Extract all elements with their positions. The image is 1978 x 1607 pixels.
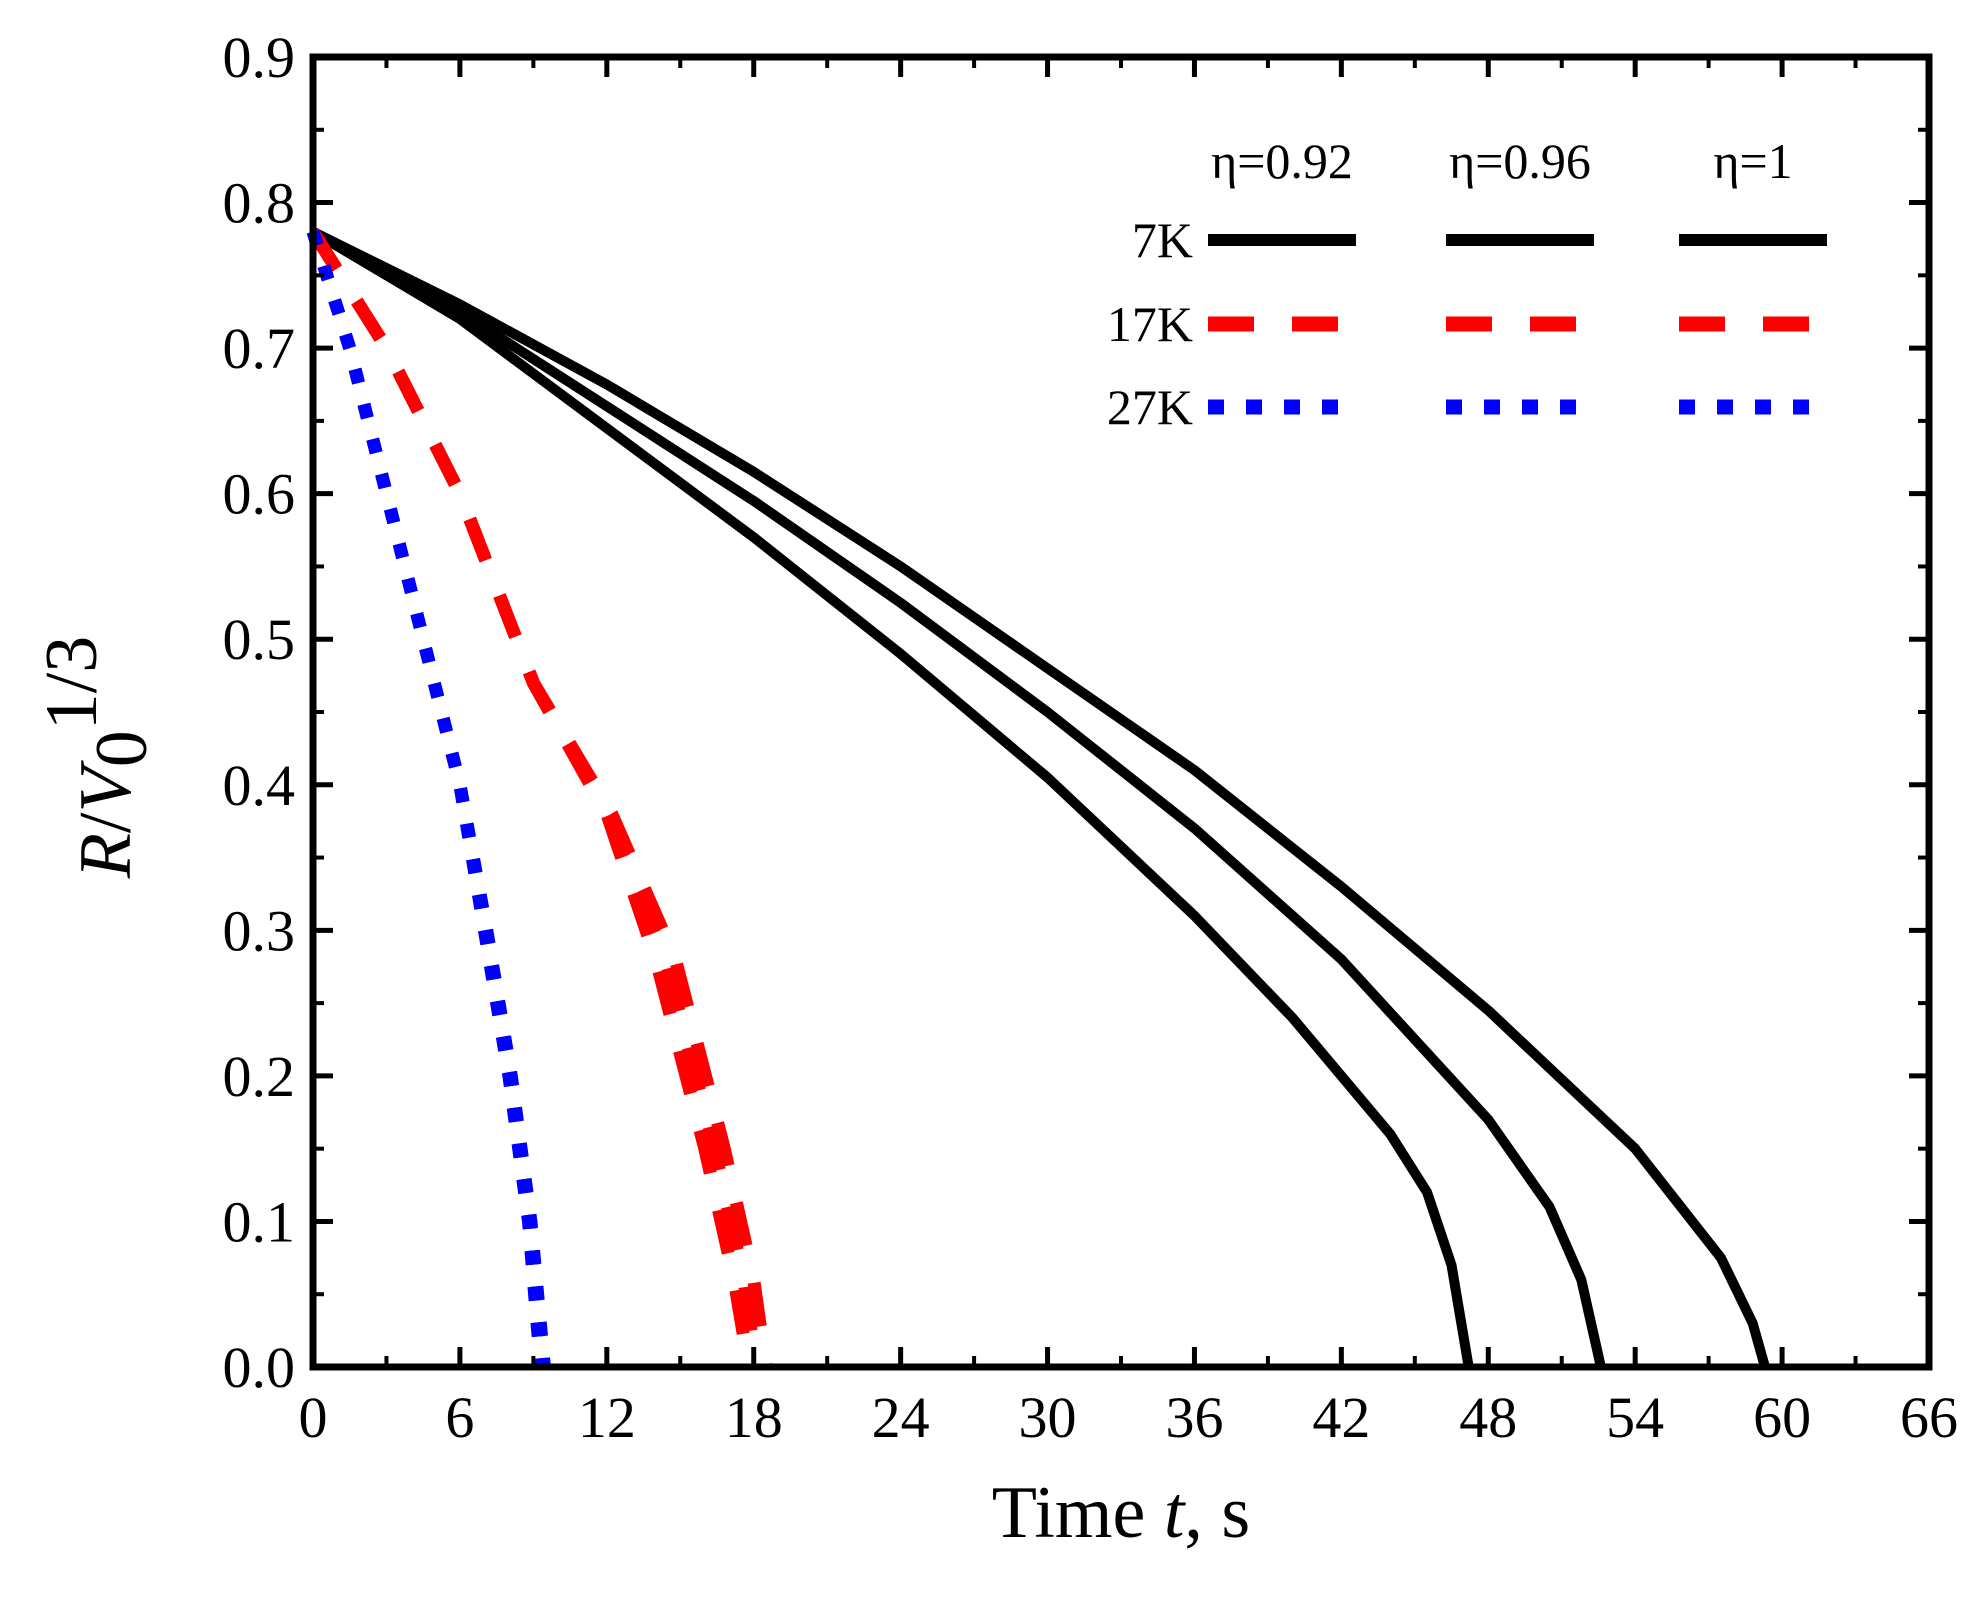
legend: η=0.92 η=0.96 η=1 7K 17K 27K: [1107, 133, 1827, 435]
series-line-7k-eta-0-92: [310, 227, 1474, 1368]
series-line-27k-eta-0-96: [306, 229, 550, 1368]
series-line-17k-eta-0-96: [307, 228, 763, 1368]
y-tick-label: 0.3: [223, 898, 296, 963]
series-line-7k-eta-1: [310, 227, 1770, 1369]
y-tick-label: 0.1: [223, 1189, 296, 1254]
plot-frame: [309, 53, 1933, 1371]
y-tick-label: 0.5: [223, 607, 296, 672]
x-tick-label: 66: [1900, 1385, 1958, 1450]
y-tick-label: 0.4: [223, 753, 296, 818]
x-tick-label: 42: [1312, 1385, 1370, 1450]
x-tick-label: 60: [1753, 1385, 1811, 1450]
x-tick-label: 54: [1606, 1385, 1664, 1450]
x-tick-label: 24: [872, 1385, 930, 1450]
series-line-7k-eta-0-96: [310, 227, 1606, 1369]
x-tick-label: 6: [445, 1385, 474, 1450]
x-tick-label: 0: [299, 1385, 328, 1450]
series-layer: [306, 227, 1770, 1369]
legend-row-label: 7K: [1132, 212, 1193, 268]
legend-column-header: η=0.96: [1449, 133, 1591, 189]
y-tick-label: 0.0: [223, 1335, 296, 1400]
legend-column-header: η=1: [1713, 133, 1792, 189]
y-axis-title: R/V01/3: [31, 636, 163, 880]
y-tick-label: 0.7: [223, 316, 296, 381]
x-tick-label: 36: [1165, 1385, 1223, 1450]
x-tick-label: 12: [578, 1385, 636, 1450]
series-line-27k-eta-1: [306, 229, 551, 1368]
y-tick-label: 0.9: [223, 25, 296, 90]
series-line-27k-eta-0-92: [306, 229, 548, 1368]
y-tick-label: 0.2: [223, 1044, 296, 1109]
x-tick-label: 18: [725, 1385, 783, 1450]
y-tick-label: 0.8: [223, 171, 296, 236]
x-axis-title: Time t, s: [992, 1472, 1250, 1554]
legend-row-label: 27K: [1107, 379, 1193, 435]
x-tick-label: 48: [1459, 1385, 1517, 1450]
series-line-17k-eta-1: [307, 228, 773, 1368]
x-tick-label: 30: [1019, 1385, 1077, 1450]
series-line-17k-eta-0-92: [307, 228, 756, 1369]
y-tick-label: 0.6: [223, 462, 296, 527]
legend-row-label: 17K: [1107, 296, 1193, 352]
legend-column-header: η=0.92: [1211, 133, 1353, 189]
tick-layer: 0 6 12 18 24 30 36 42 48 54 60 66 0.0 0.1 0.2 0.3 0.4 0.5…: [223, 25, 1959, 1450]
